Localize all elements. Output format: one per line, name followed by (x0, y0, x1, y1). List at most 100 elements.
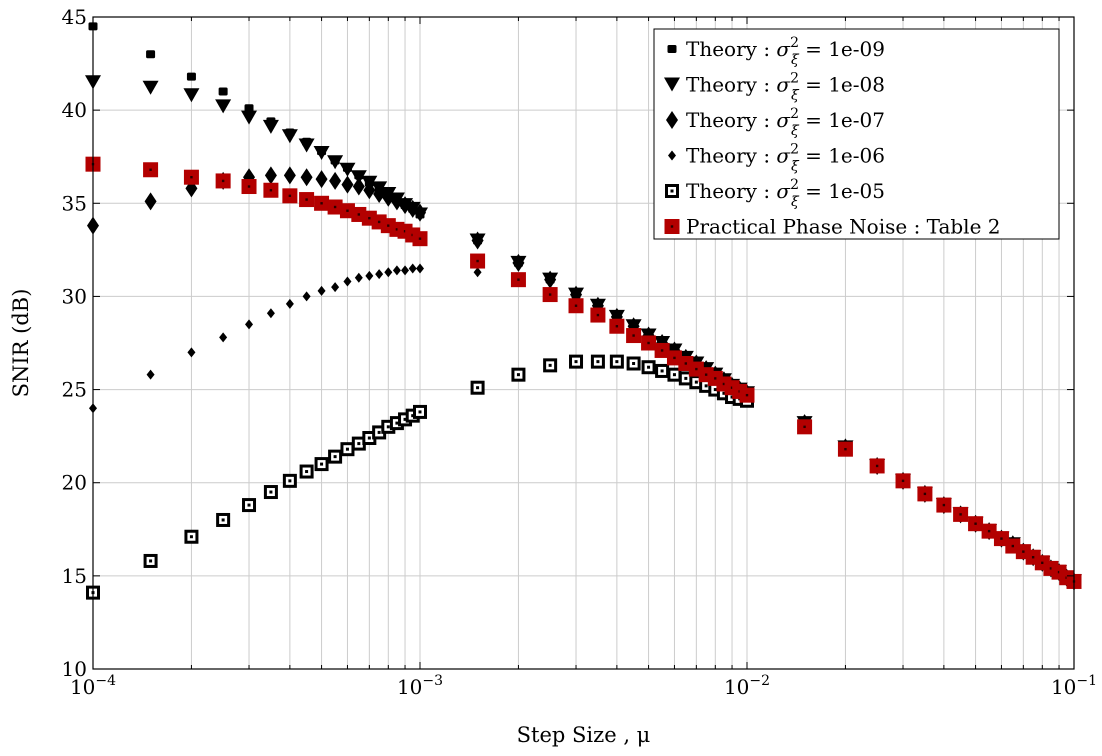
data-point (143, 162, 159, 178)
marker-dot (596, 360, 600, 364)
y-tick-label: 25 (62, 378, 87, 402)
data-point (327, 155, 344, 170)
data-point (244, 104, 254, 113)
data-point (375, 269, 384, 280)
y-tick-label: 30 (62, 284, 87, 308)
marker-dot (411, 414, 415, 418)
marker-dot (333, 205, 337, 209)
marker-dot (1031, 556, 1035, 559)
data-point (473, 267, 482, 278)
data-point (413, 404, 427, 419)
data-point (981, 523, 997, 539)
marker-dot (345, 447, 349, 451)
data-point (283, 166, 296, 185)
legend-entry-2: Theory : σ2 ξ = 1e-08 (664, 71, 885, 104)
data-point (146, 50, 156, 59)
marker-dot (670, 225, 674, 228)
marker-dot (695, 367, 698, 371)
data-point (609, 354, 624, 369)
marker-dot (320, 462, 324, 466)
data-point (183, 88, 200, 103)
data-point (340, 442, 355, 457)
marker-dot (1022, 550, 1025, 553)
data-point (262, 119, 279, 134)
x-tick-label: 10−1 (1051, 673, 1097, 699)
data-point (264, 166, 277, 185)
data-point (654, 342, 670, 358)
data-point (470, 380, 485, 395)
marker-dot (517, 278, 520, 281)
data-point (142, 80, 159, 95)
data-point (282, 188, 298, 204)
legend-marker (667, 45, 677, 53)
data-point (590, 354, 605, 369)
data-point (384, 267, 393, 278)
data-point (641, 360, 656, 375)
legend-label: Practical Phase Noise : Table 2 (686, 215, 1001, 239)
marker-dot (418, 237, 422, 240)
marker-dot (660, 349, 664, 352)
data-point (245, 319, 254, 330)
marker-dot (684, 362, 688, 365)
data-point (313, 145, 330, 160)
marker-dot (1041, 561, 1044, 565)
data-point (352, 177, 365, 196)
data-point (331, 282, 340, 293)
data-point (314, 195, 330, 211)
y-tick-label: 35 (62, 191, 87, 215)
marker-dot (694, 380, 698, 384)
data-point (302, 291, 311, 302)
data-point (263, 182, 279, 198)
marker-dot (395, 421, 399, 425)
marker-dot (548, 293, 552, 296)
x-axis-label: Step Size , μ (517, 723, 651, 747)
marker-dot (672, 373, 676, 377)
data-point (343, 276, 352, 287)
marker-dot (418, 410, 422, 414)
data-point (281, 129, 298, 144)
data-point (215, 173, 231, 189)
data-point (186, 72, 196, 81)
data-point (266, 308, 275, 319)
marker-dot (974, 522, 977, 525)
data-point (215, 99, 232, 114)
marker-dot (942, 503, 946, 507)
marker-dot (346, 209, 349, 212)
marker-dot (149, 559, 153, 563)
marker-dot (596, 313, 600, 317)
data-point (626, 356, 641, 371)
marker-dot (875, 464, 879, 468)
legend-label: Theory : σ2 ξ = 1e-06 (686, 142, 885, 175)
data-point (470, 253, 486, 269)
legend-entry-3: Theory : σ2 ξ = 1e-07 (666, 106, 885, 139)
plot-frame (92, 16, 1075, 670)
data-point (218, 87, 228, 96)
data-point (609, 318, 625, 334)
data-marks (85, 22, 1082, 600)
marker-dot (684, 376, 688, 380)
marker-dot (288, 479, 292, 483)
data-point (512, 253, 525, 272)
legend-marker (664, 219, 680, 234)
marker-dot (901, 479, 905, 483)
data-point (382, 188, 395, 207)
data-point (568, 298, 584, 314)
marker-dot (713, 388, 717, 392)
data-point (299, 464, 314, 479)
data-point (869, 458, 885, 474)
marker-dot (247, 185, 251, 188)
legend-entry-1: Theory : σ2 ξ = 1e-09 (667, 35, 885, 68)
legend-label: Theory : σ2 ξ = 1e-05 (686, 177, 885, 210)
y-tick-label: 10 (62, 657, 87, 681)
y-tick-label: 20 (62, 471, 87, 495)
marker-dot (670, 189, 674, 193)
legend-marker (665, 184, 679, 198)
data-point (282, 473, 297, 488)
marker-dot (149, 168, 152, 171)
data-point (354, 272, 363, 283)
y-axis-label: SNIR (dB) (9, 289, 33, 398)
data-point (241, 179, 257, 195)
data-point (412, 231, 428, 247)
marker-dot (714, 377, 717, 380)
